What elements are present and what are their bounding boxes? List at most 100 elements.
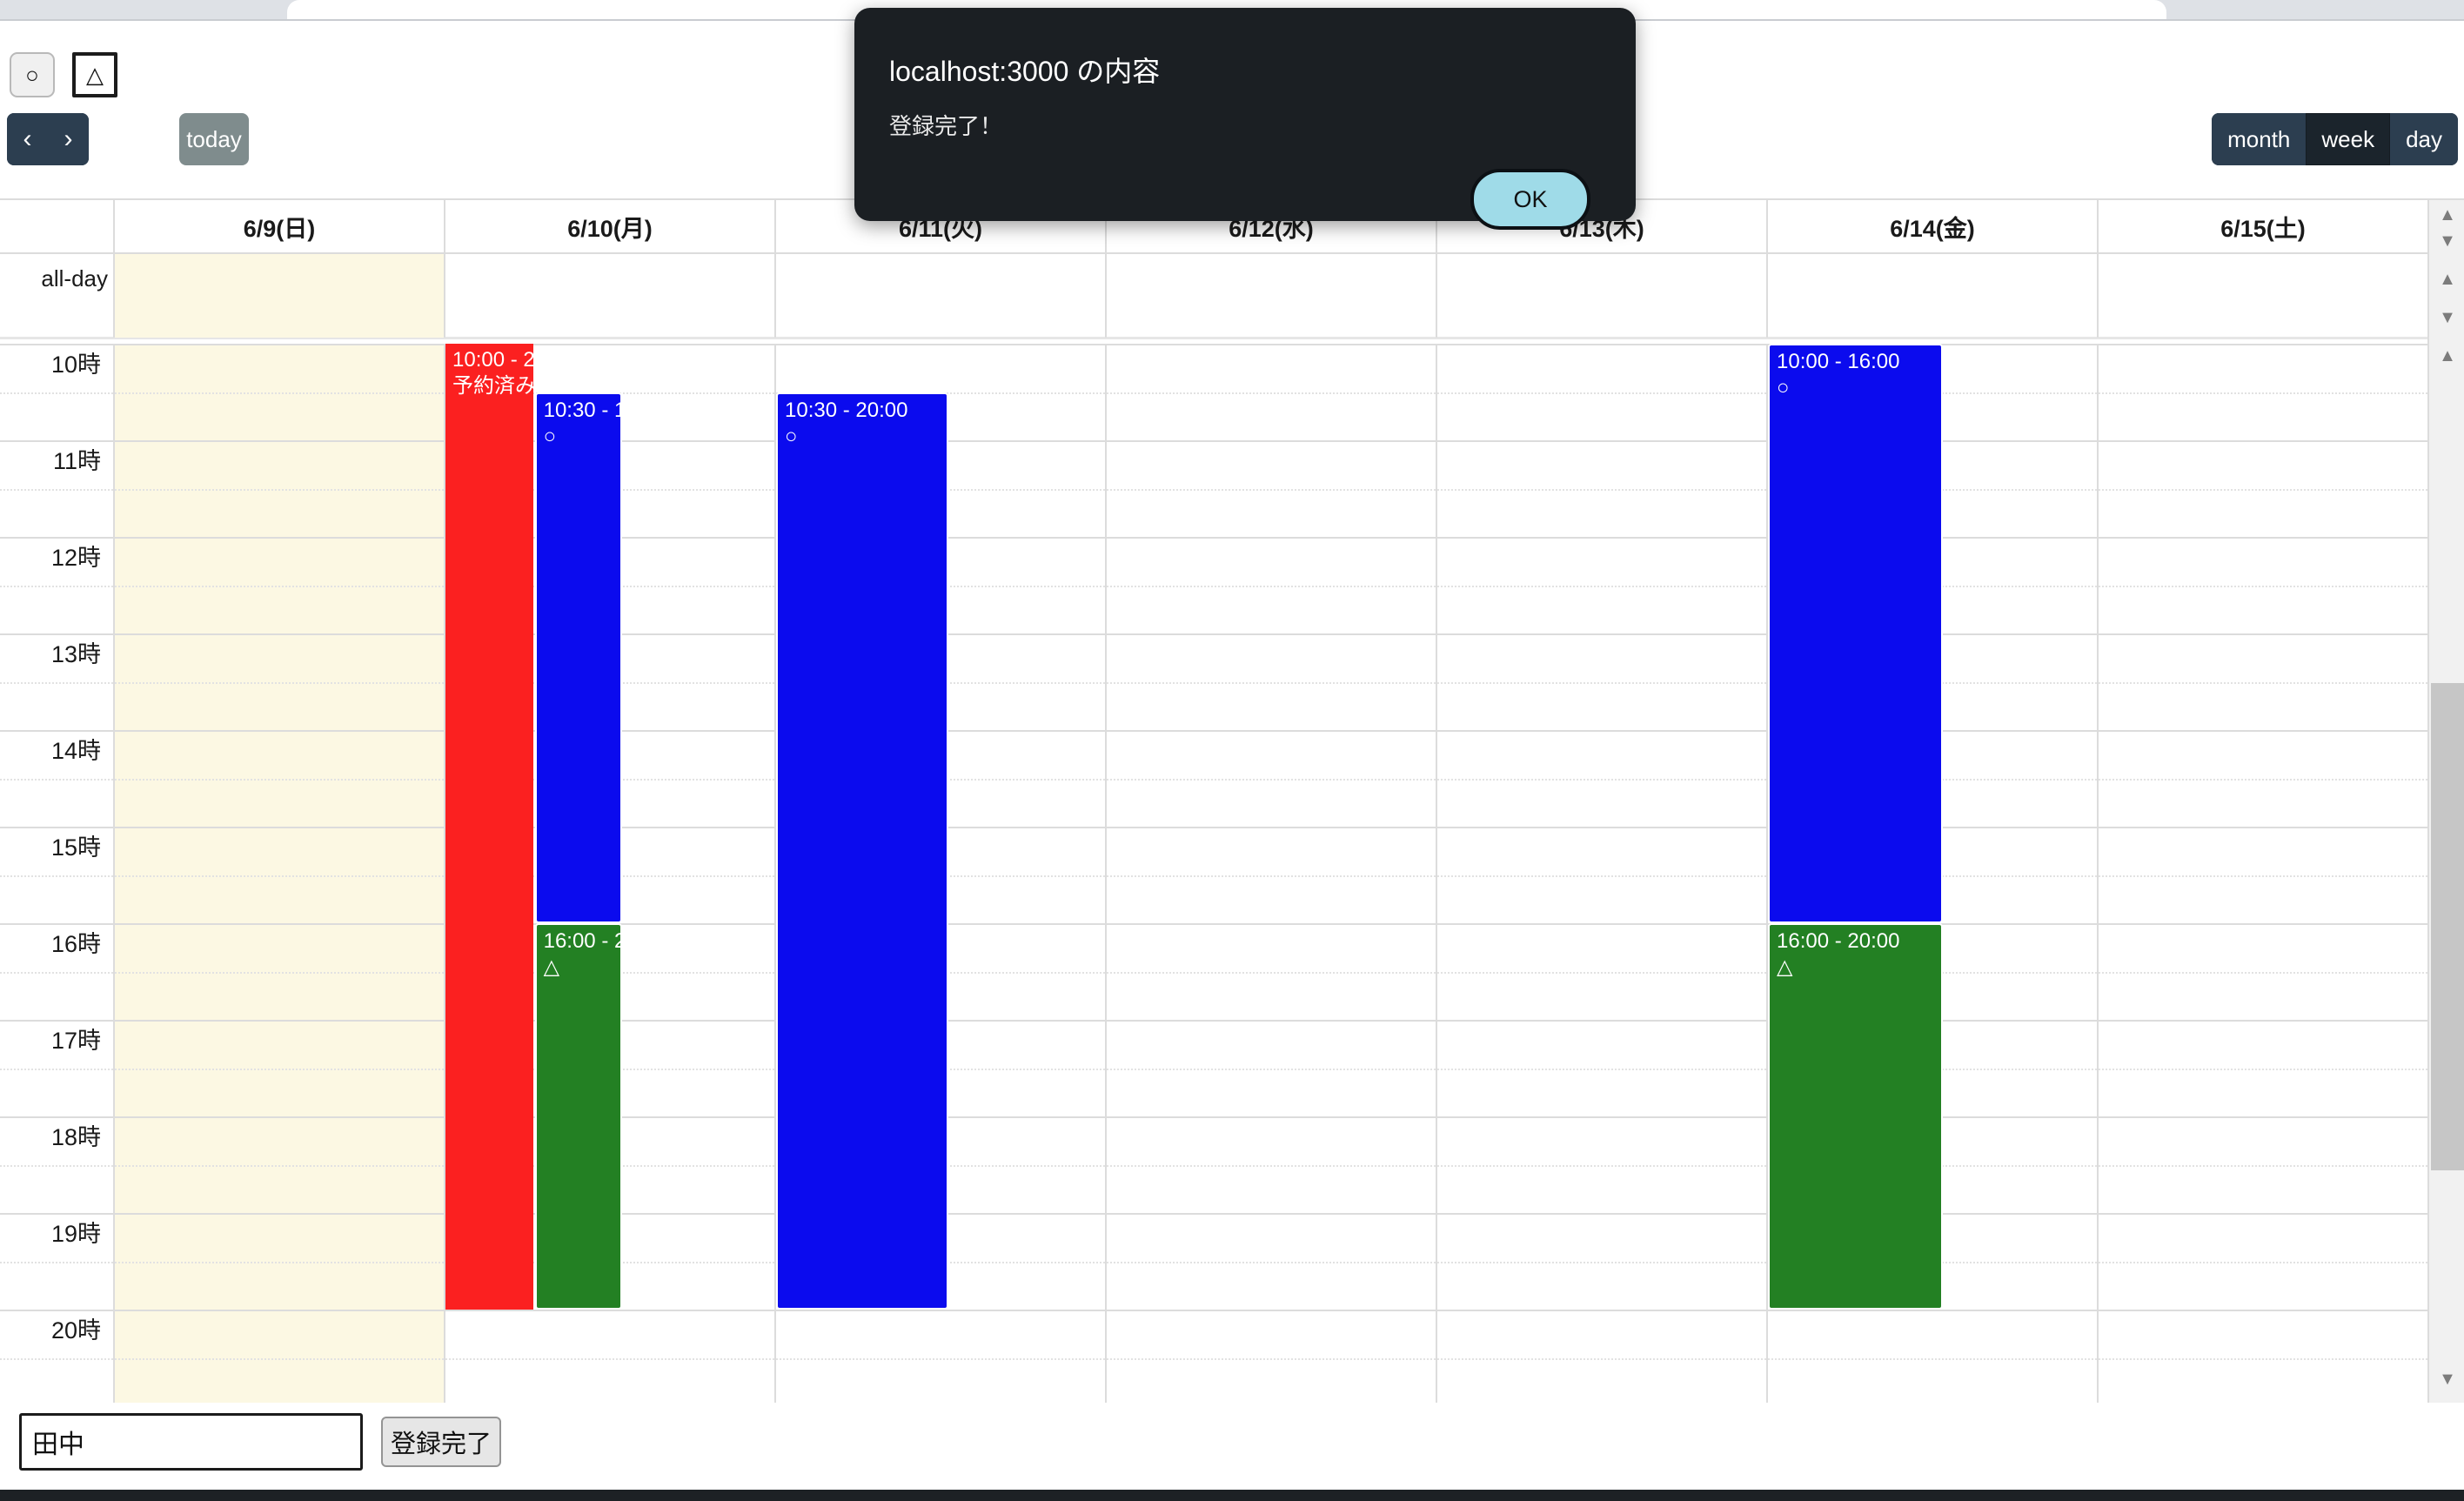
hour-gridline	[0, 344, 2427, 345]
half-hour-gridline	[0, 874, 2427, 877]
time-axis-label: 19時	[50, 1221, 101, 1247]
day-column-divider	[774, 344, 776, 1403]
dialog-ok-button[interactable]: OK	[1470, 169, 1590, 230]
all-day-cell[interactable]	[1105, 254, 1436, 338]
today-column-highlight	[113, 344, 444, 1403]
triangle-toggle[interactable]: △	[72, 52, 117, 97]
time-axis-label: 12時	[50, 545, 101, 571]
half-hour-gridline	[0, 778, 2427, 781]
calendar-event[interactable]: 16:00 - 20:00△	[1768, 923, 1944, 1310]
event-title: △	[1777, 955, 1793, 979]
dialog-message: 登録完了！	[889, 113, 1003, 139]
day-column-divider	[444, 344, 445, 1403]
scroll-down-arrow-body[interactable]: ▼	[2439, 1369, 2456, 1389]
next-button[interactable]: ›	[48, 113, 89, 165]
day-header[interactable]: 6/14(金)	[1766, 200, 2097, 252]
half-hour-gridline	[0, 488, 2427, 491]
submit-button[interactable]: 登録完了	[381, 1417, 501, 1467]
half-hour-gridline	[0, 1068, 2427, 1070]
half-hour-gridline	[0, 392, 2427, 394]
hour-gridline	[0, 1020, 2427, 1022]
all-day-cell[interactable]	[1766, 254, 2097, 338]
event-title: △	[543, 955, 560, 979]
event-time: 10:00 - 20:00	[452, 348, 533, 372]
half-hour-gridline	[0, 1164, 2427, 1167]
time-axis-label: 11時	[52, 448, 101, 474]
time-axis-label: 13時	[50, 641, 101, 667]
time-axis-label: 18時	[50, 1124, 101, 1150]
event-time: 10:30 - 20:00	[785, 398, 908, 422]
prev-button[interactable]: ‹	[7, 113, 48, 165]
event-time: 16:00 - 20:00	[1777, 929, 1900, 953]
hour-gridline	[0, 1213, 2427, 1215]
all-day-cell[interactable]	[444, 254, 774, 338]
day-header[interactable]: 6/10(月)	[444, 200, 774, 252]
all-day-cell[interactable]	[774, 254, 1105, 338]
day-column-divider	[1766, 344, 1768, 1403]
scrollbar-thumb[interactable]	[2431, 683, 2464, 1170]
hour-gridline	[0, 923, 2427, 925]
browser-tab-secondary[interactable]	[2340, 0, 2401, 19]
circle-toggle[interactable]: ○	[10, 52, 55, 97]
day-column-divider	[113, 344, 115, 1403]
scroll-down-arrow-2[interactable]: ▼	[2439, 307, 2456, 327]
circle-icon: ○	[25, 62, 39, 88]
calendar-toolbar: ○ △ ‹ › today month week day	[0, 21, 2464, 191]
half-hour-gridline	[0, 681, 2427, 684]
scroll-up-arrow[interactable]: ▲	[2439, 269, 2456, 289]
time-axis-label: 14時	[50, 738, 101, 764]
view-button-day[interactable]: day	[2390, 113, 2458, 165]
calendar-event[interactable]: 10:30 - 16:00○	[534, 392, 623, 923]
hour-gridline	[0, 633, 2427, 635]
time-axis-label: 17時	[50, 1028, 101, 1054]
all-day-cell[interactable]	[2097, 254, 2427, 338]
time-axis-label: 20時	[50, 1317, 101, 1344]
day-header[interactable]: 6/15(土)	[2097, 200, 2427, 252]
vertical-scrollbar[interactable]: ▲ ▼ ▲ ▼ ▲ ▼	[2427, 200, 2464, 1403]
scroll-down-arrow-header[interactable]: ▼	[2439, 231, 2456, 251]
calendar-event[interactable]: 10:30 - 20:00 ○	[776, 392, 948, 1310]
view-button-week[interactable]: week	[2306, 113, 2391, 165]
triangle-icon: △	[86, 62, 104, 88]
calendar-event[interactable]: 16:00 - 20:00△	[534, 923, 623, 1310]
view-button-month[interactable]: month	[2212, 113, 2307, 165]
dialog-title: localhost:3000 の内容	[889, 56, 1161, 87]
event-title: ○	[543, 424, 557, 448]
hour-gridline	[0, 827, 2427, 828]
time-axis-label: 16時	[50, 931, 101, 957]
all-day-label: all-day	[41, 265, 108, 291]
navigation-button-group: ‹ ›	[7, 113, 89, 165]
today-button[interactable]: today	[179, 113, 249, 165]
time-axis-label: 10時	[50, 352, 101, 378]
event-time: 10:00 - 16:00	[1777, 350, 1900, 373]
all-day-cell[interactable]	[113, 254, 444, 338]
day-header[interactable]: 6/9(日)	[113, 200, 444, 252]
hour-gridline	[0, 1310, 2427, 1311]
day-column-divider	[1105, 344, 1107, 1403]
registration-form: 登録完了	[0, 1401, 2464, 1501]
event-time: 16:00 - 20:00	[543, 929, 621, 953]
time-axis-label: 15時	[50, 834, 101, 861]
event-title: 予約済み	[452, 374, 533, 398]
half-hour-gridline	[0, 971, 2427, 974]
scroll-up-arrow-header[interactable]: ▲	[2439, 204, 2456, 224]
event-time: 10:30 - 16:00	[543, 398, 621, 422]
name-input[interactable]	[19, 1413, 363, 1471]
calendar-event[interactable]: 10:00 - 16:00 ○	[1768, 344, 1944, 923]
calendar-grid: 6/9(日) 6/10(月) 6/11(火) 6/12(水) 6/13(木) 6/14(金…	[0, 198, 2464, 1403]
event-title: ○	[1777, 376, 1790, 399]
time-slot-area: 10時11時12時13時14時15時16時17時18時19時20時21時22時2…	[0, 344, 2427, 1403]
all-day-cell[interactable]	[1436, 254, 1766, 338]
event-title: ○	[785, 424, 798, 448]
day-column-divider	[2097, 344, 2099, 1403]
half-hour-gridline	[0, 1357, 2427, 1360]
view-switcher-group: month week day	[2212, 113, 2458, 165]
calendar-event[interactable]: 10:00 - 20:00予約済み	[445, 344, 533, 1310]
hour-gridline	[0, 537, 2427, 539]
all-day-row: all-day	[0, 254, 2427, 339]
day-column-divider	[1436, 344, 1437, 1403]
shape-toggle-group: ○ △	[10, 52, 117, 97]
hour-gridline	[0, 440, 2427, 442]
half-hour-gridline	[0, 1261, 2427, 1263]
scroll-up-arrow-body[interactable]: ▲	[2439, 345, 2456, 365]
